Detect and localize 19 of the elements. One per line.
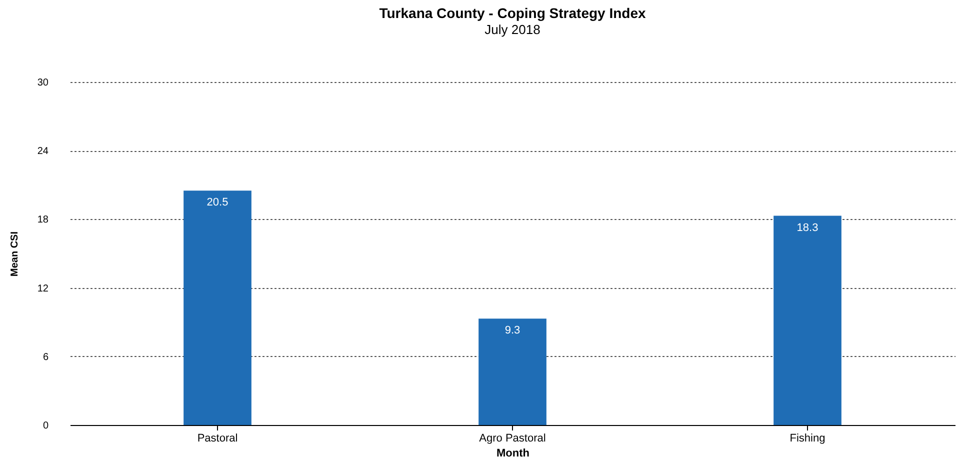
x-tick-label: Pastoral [197, 432, 238, 444]
data-label: 20.5 [206, 196, 228, 209]
x-tick-label: Fishing [790, 432, 826, 444]
bar [478, 318, 546, 425]
y-tick-label: 24 [37, 146, 49, 158]
data-label: 9.3 [504, 324, 520, 337]
y-tick-label: 12 [37, 283, 49, 294]
y-tick-label: 0 [42, 420, 49, 432]
y-axis-title: Mean CSI [9, 231, 20, 277]
x-axis-title: Month [496, 448, 530, 460]
data-label: 18.3 [796, 222, 818, 234]
chart-subtitle: July 2018 [484, 22, 540, 37]
chart-title: Turkana County - Coping Strategy Index [379, 5, 646, 21]
y-tick-label: 6 [42, 352, 49, 363]
bar [184, 190, 252, 425]
x-tick-label: Agro Pastoral [479, 432, 546, 444]
y-tick-label: 30 [37, 78, 49, 88]
y-tick-label: 18 [37, 214, 49, 226]
bar [774, 216, 842, 425]
